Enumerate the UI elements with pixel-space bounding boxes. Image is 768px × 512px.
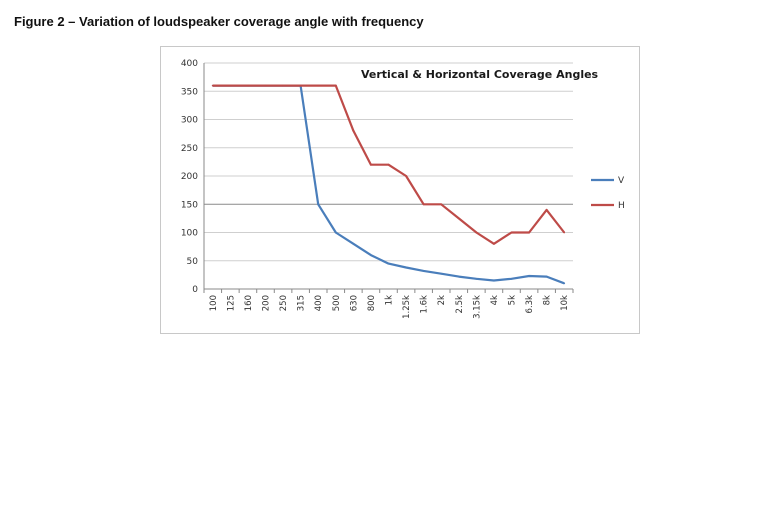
x-tick-label: 800	[367, 295, 377, 311]
data-point-h	[528, 231, 530, 234]
x-tick-label: 3.15k	[472, 295, 482, 319]
y-tick-label: 300	[181, 116, 198, 126]
data-point-h	[211, 84, 214, 87]
x-tick-label: 4k	[490, 295, 500, 305]
x-tick-label: 2k	[437, 295, 447, 305]
data-point-h	[405, 175, 407, 177]
series-layer	[211, 84, 566, 285]
chart-title: Vertical & Horizontal Coverage Angles	[361, 68, 599, 81]
x-tick-label: 6.3k	[525, 295, 535, 314]
x-tick-label: 500	[332, 295, 342, 311]
data-point-v	[457, 275, 460, 278]
data-point-v	[510, 277, 513, 280]
x-tick-label: 630	[349, 295, 359, 311]
data-point-h	[457, 217, 460, 220]
chart-frame: 0 50 100 150 200 250 300 350 400 100 125 160 200 250 3…	[160, 46, 640, 334]
x-tick-label: 400	[314, 295, 324, 311]
data-point-v	[493, 279, 495, 282]
data-point-h	[334, 84, 337, 87]
x-tick-label: 1.6k	[420, 295, 430, 314]
data-point-v	[440, 272, 443, 275]
x-tick-label: 125	[226, 295, 236, 311]
data-point-v	[422, 270, 425, 272]
y-tick-label: 150	[181, 200, 198, 210]
data-point-h	[422, 203, 425, 206]
data-point-h	[475, 231, 478, 234]
x-tick-label: 100	[209, 295, 219, 311]
data-point-h	[282, 84, 284, 87]
data-point-v	[352, 242, 355, 245]
data-point-h	[229, 84, 232, 87]
data-point-h	[352, 129, 355, 132]
data-point-h	[299, 84, 302, 87]
x-tick-label: 5k	[508, 295, 518, 305]
data-point-h	[440, 203, 443, 206]
y-tick-label: 250	[181, 144, 198, 154]
data-point-h	[510, 231, 513, 234]
figure-caption: Figure 2 – Variation of loudspeaker cove…	[14, 14, 424, 29]
data-point-h	[545, 209, 548, 211]
x-tick-label: 160	[244, 295, 254, 311]
data-point-v	[334, 231, 337, 234]
data-point-h	[264, 84, 267, 87]
series-line-v	[212, 84, 565, 285]
data-point-h	[370, 163, 372, 166]
legend-label-h: H	[618, 201, 625, 211]
data-point-h	[493, 242, 495, 245]
data-point-h	[317, 84, 320, 87]
data-point-v	[563, 282, 566, 285]
y-tick-label: 50	[187, 257, 199, 267]
legend: VH	[591, 176, 625, 211]
data-point-v	[528, 275, 530, 277]
grid-layer	[204, 62, 573, 290]
x-tick-label: 8k	[543, 295, 553, 305]
data-point-h	[563, 231, 566, 234]
data-point-h	[247, 84, 249, 87]
legend-label-v: V	[618, 176, 625, 186]
x-tick-label: 1.25k	[402, 295, 412, 319]
data-point-h	[387, 163, 390, 166]
y-tick-label: 350	[181, 87, 198, 97]
x-tick-label: 200	[262, 295, 272, 311]
data-point-v	[387, 262, 390, 265]
x-tick-label: 10k	[560, 295, 570, 311]
coverage-chart: 0 50 100 150 200 250 300 350 400 100 125 160 200 250 3…	[181, 59, 625, 319]
data-point-v	[370, 254, 372, 256]
x-tick-label: 315	[297, 295, 307, 311]
y-tick-label: 200	[181, 172, 198, 182]
data-point-v	[475, 277, 478, 280]
x-tick-label: 250	[279, 295, 289, 311]
axis-layer: 0 50 100 150 200 250 300 350 400 100 125 160 200 250 3…	[181, 59, 574, 319]
y-tick-label: 400	[181, 59, 198, 69]
data-point-v	[545, 275, 548, 278]
y-tick-label: 100	[181, 229, 198, 239]
y-tick-label: 0	[192, 285, 198, 295]
x-tick-label: 1k	[385, 295, 395, 305]
x-tick-label: 2.5k	[455, 295, 465, 314]
data-point-v	[405, 266, 407, 269]
data-point-v	[317, 203, 320, 206]
